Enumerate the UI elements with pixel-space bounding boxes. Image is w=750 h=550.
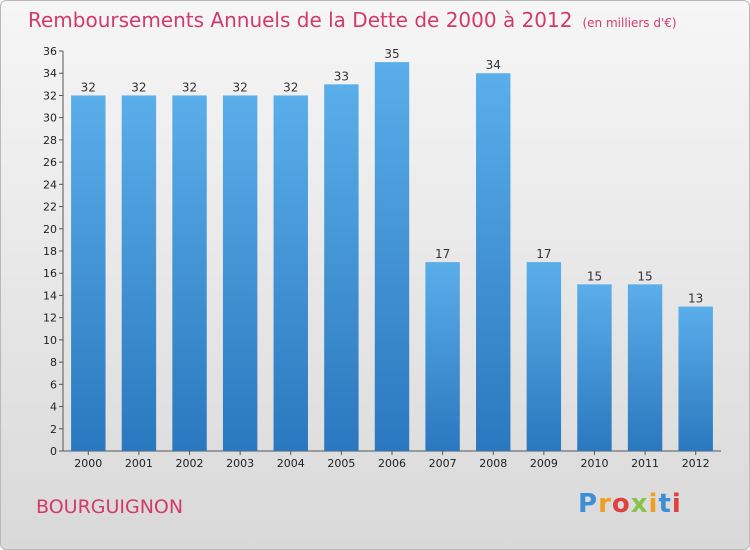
x-tick-label-2012: 2012 <box>682 457 710 470</box>
bar-2010 <box>577 284 612 451</box>
bar-2003 <box>222 95 258 451</box>
x-tick-label-2007: 2007 <box>429 457 457 470</box>
title-text: Remboursements Annuels de la Dette de 20… <box>28 8 573 32</box>
bar-2001 <box>121 95 157 451</box>
bar-2008 <box>476 73 511 451</box>
logo-letter: x <box>630 489 649 519</box>
value-label-2010: 15 <box>587 269 602 283</box>
value-label-2011: 15 <box>637 269 652 283</box>
logo-letter: t <box>658 489 672 519</box>
logo-letter: i <box>671 489 682 519</box>
logo-letter: o <box>611 489 631 519</box>
x-tick-label-2003: 2003 <box>226 457 254 470</box>
y-tick-label: 14 <box>43 289 57 302</box>
y-tick-label: 16 <box>43 267 57 280</box>
value-label-2008: 34 <box>486 58 501 72</box>
x-tick-label-2006: 2006 <box>378 457 406 470</box>
y-tick-label: 0 <box>50 445 57 458</box>
y-tick-label: 12 <box>43 312 57 325</box>
value-label-2000: 32 <box>81 80 96 94</box>
y-tick-label: 32 <box>43 89 57 102</box>
bar-2004 <box>273 95 308 451</box>
y-tick-label: 18 <box>43 245 57 258</box>
x-tick-label-2011: 2011 <box>631 457 659 470</box>
y-tick-label: 26 <box>43 156 57 169</box>
value-label-2002: 32 <box>182 80 197 94</box>
value-label-2012: 13 <box>688 292 703 306</box>
value-label-2006: 35 <box>384 47 399 61</box>
x-tick-label-2009: 2009 <box>530 457 558 470</box>
x-tick-label-2004: 2004 <box>277 457 305 470</box>
logo-letter: r <box>598 489 612 519</box>
y-tick-label: 34 <box>43 67 57 80</box>
y-tick-label: 22 <box>43 201 57 214</box>
value-label-2003: 32 <box>233 80 248 94</box>
y-tick-label: 20 <box>43 223 57 236</box>
x-tick-label-2000: 2000 <box>74 457 102 470</box>
bar-2000 <box>71 95 106 451</box>
x-tick-label-2008: 2008 <box>479 457 507 470</box>
value-label-2009: 17 <box>536 247 551 261</box>
y-tick-label: 2 <box>50 423 57 436</box>
y-tick-label: 10 <box>43 334 57 347</box>
y-tick-label: 28 <box>43 134 57 147</box>
bar-2009 <box>526 262 562 451</box>
bar-2006 <box>374 62 410 451</box>
logo-letter: i <box>648 489 659 519</box>
x-tick-label-2010: 2010 <box>580 457 608 470</box>
value-label-2007: 17 <box>435 247 450 261</box>
commune-name: BOURGUIGNON <box>36 496 184 518</box>
bar-2007 <box>425 262 460 451</box>
bar-2012 <box>678 306 713 451</box>
value-label-2001: 32 <box>131 80 146 94</box>
y-tick-label: 24 <box>43 178 57 191</box>
y-tick-label: 30 <box>43 112 57 125</box>
proxiti-logo: Proxiti <box>578 489 682 519</box>
y-tick-label: 6 <box>50 378 57 391</box>
bar-2002 <box>172 95 207 451</box>
value-label-2004: 32 <box>283 80 298 94</box>
x-tick-label-2001: 2001 <box>125 457 153 470</box>
bar-2011 <box>627 284 663 451</box>
y-tick-label: 4 <box>50 401 57 414</box>
y-tick-label: 36 <box>43 45 57 58</box>
bar-2005 <box>324 84 359 451</box>
y-tick-label: 8 <box>50 356 57 369</box>
x-tick-label-2002: 2002 <box>176 457 204 470</box>
x-tick-label-2005: 2005 <box>327 457 355 470</box>
chart-title: Remboursements Annuels de la Dette de 20… <box>28 8 677 32</box>
logo-letter: P <box>578 489 599 519</box>
value-label-2005: 33 <box>334 69 349 83</box>
chart-subtitle: (en milliers d'€) <box>582 16 677 30</box>
